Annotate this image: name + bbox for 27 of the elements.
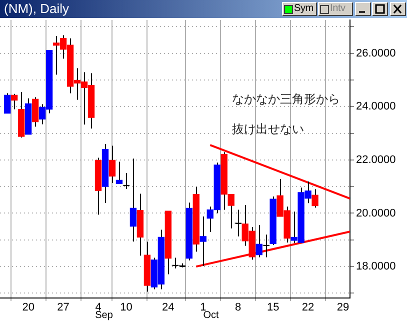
candlestick (200, 216, 206, 266)
y-tick-label: 26.0000 (356, 47, 396, 60)
annotation: 抜け出せない (232, 122, 304, 136)
y-tick-label: 20.0000 (356, 207, 396, 220)
candlestick (130, 158, 137, 242)
chart-title: (NM), Daily (4, 1, 69, 16)
x-tick-label: 24 (162, 302, 174, 314)
annotation: なかなか三角形から (232, 92, 340, 106)
candlestick (108, 145, 116, 184)
candlestick (116, 161, 123, 184)
text: Oct (203, 310, 219, 321)
candlestick (11, 93, 18, 110)
x-tick-label: 8 (235, 302, 242, 314)
candlestick (4, 92, 11, 114)
y-tick-label: 18.0000 (356, 260, 396, 273)
candlestick (312, 188, 318, 208)
x-tick-label: 20 (22, 302, 34, 314)
x-tick-label: 29 (336, 302, 350, 314)
toggle-button: Intv (318, 2, 353, 16)
candlestick (32, 96, 39, 128)
y-tick-label: 22.0000 (356, 154, 396, 166)
x-tick-label: 22 (302, 302, 314, 314)
x-tick-label: 15 (266, 302, 280, 314)
y-tick-label: 24.0000 (356, 100, 396, 113)
x-tick-label: 27 (57, 302, 70, 314)
toggle-button: Sym (282, 2, 317, 16)
x-tick-label: 10 (120, 302, 132, 314)
